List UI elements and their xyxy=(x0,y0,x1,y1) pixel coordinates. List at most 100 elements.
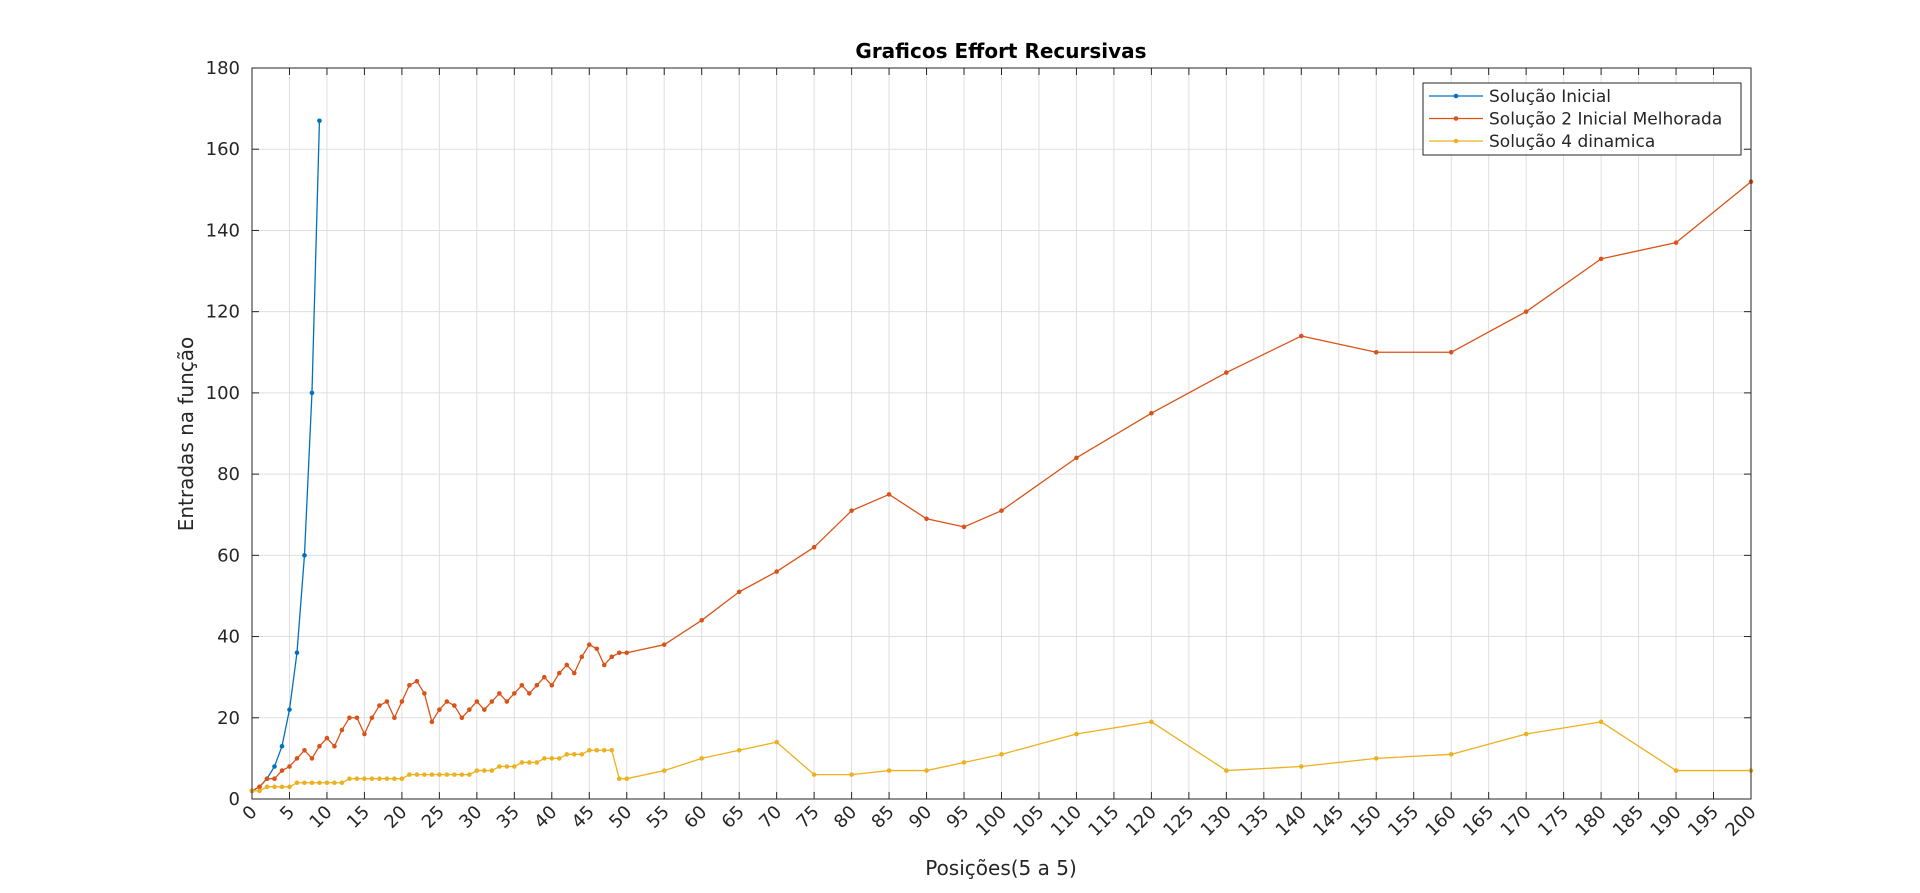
data-point xyxy=(452,772,457,777)
data-point xyxy=(736,589,742,595)
y-tick-label: 40 xyxy=(217,627,240,648)
data-point xyxy=(287,784,292,790)
data-point xyxy=(302,780,307,786)
data-point xyxy=(534,760,540,765)
data-point xyxy=(347,715,352,721)
data-point xyxy=(527,760,532,765)
data-point xyxy=(527,691,532,696)
legend-entry: Solução Inicial xyxy=(1429,87,1611,107)
data-point xyxy=(309,780,315,786)
data-point xyxy=(264,776,270,781)
data-point xyxy=(287,707,292,712)
data-point xyxy=(302,747,307,753)
data-point xyxy=(294,650,300,656)
data-point xyxy=(1448,349,1454,355)
data-point xyxy=(467,772,472,777)
data-point xyxy=(354,715,360,721)
data-point xyxy=(542,674,547,680)
data-point xyxy=(564,662,570,668)
data-point xyxy=(549,756,555,761)
data-point xyxy=(1074,731,1079,737)
y-tick-label: 80 xyxy=(217,464,240,485)
data-point xyxy=(624,650,630,656)
data-point xyxy=(624,776,630,781)
data-point xyxy=(579,654,585,660)
data-point xyxy=(369,715,375,721)
data-point xyxy=(459,715,465,721)
data-point xyxy=(512,764,517,769)
data-point xyxy=(1224,370,1229,375)
data-point xyxy=(616,776,622,781)
data-point xyxy=(1673,240,1679,245)
data-point xyxy=(414,772,420,777)
data-point xyxy=(377,776,382,781)
data-point xyxy=(444,772,450,777)
legend-label: Solução Inicial xyxy=(1489,87,1611,107)
data-point xyxy=(616,650,622,656)
data-point xyxy=(482,707,487,712)
y-tick-label: 0 xyxy=(229,789,240,810)
data-point xyxy=(556,756,562,761)
data-point xyxy=(999,752,1004,757)
legend-marker xyxy=(1453,93,1459,99)
data-point xyxy=(407,682,412,688)
ticks xyxy=(251,67,1752,800)
data-point xyxy=(1673,768,1679,773)
data-point xyxy=(849,508,854,513)
data-point xyxy=(317,743,322,749)
data-point xyxy=(384,699,390,704)
data-point xyxy=(774,739,779,745)
data-point xyxy=(736,747,742,753)
data-point xyxy=(811,772,817,777)
y-tick-label: 140 xyxy=(206,220,240,241)
data-point xyxy=(422,772,427,777)
data-point xyxy=(1149,410,1154,416)
data-point xyxy=(399,699,405,704)
data-point xyxy=(497,691,502,696)
chart-title: Graficos Effort Recursivas xyxy=(855,39,1146,63)
y-tick-label: 100 xyxy=(206,383,240,404)
data-point xyxy=(1523,309,1529,314)
data-point xyxy=(362,731,367,737)
y-tick-label: 160 xyxy=(206,139,240,160)
y-tick-label: 20 xyxy=(217,708,240,729)
data-point xyxy=(601,662,607,668)
y-tick-label: 60 xyxy=(217,545,240,566)
data-point xyxy=(332,780,337,786)
data-point xyxy=(497,764,502,769)
data-point xyxy=(586,642,592,647)
data-point xyxy=(534,682,540,688)
data-point xyxy=(272,776,277,781)
x-axis-label: Posições(5 a 5) xyxy=(925,856,1077,880)
data-point xyxy=(1299,333,1304,339)
data-point xyxy=(437,707,442,712)
data-point xyxy=(489,768,495,773)
data-point xyxy=(1149,719,1154,725)
data-point xyxy=(519,682,525,688)
data-point xyxy=(661,642,667,647)
data-point xyxy=(392,776,397,781)
legend-entry: Solução 4 dinamica xyxy=(1429,132,1655,152)
data-point xyxy=(961,760,967,765)
data-point xyxy=(392,715,397,721)
data-point xyxy=(1074,455,1079,461)
data-point xyxy=(811,544,817,550)
data-point xyxy=(1373,349,1379,355)
data-point xyxy=(1299,764,1304,769)
data-point xyxy=(317,780,322,786)
data-point xyxy=(512,691,517,696)
data-point xyxy=(1598,256,1604,262)
y-tick-label: 120 xyxy=(206,302,240,323)
data-point xyxy=(437,772,442,777)
data-point xyxy=(594,646,600,652)
data-point xyxy=(1224,768,1229,773)
data-point xyxy=(354,776,360,781)
data-point xyxy=(309,756,315,761)
data-point xyxy=(339,727,345,733)
legend-entry: Solução 2 Inicial Melhorada xyxy=(1429,110,1722,130)
data-point xyxy=(272,764,277,769)
data-point xyxy=(1373,756,1379,761)
data-point xyxy=(601,747,607,753)
data-point xyxy=(384,776,390,781)
data-point xyxy=(504,699,510,704)
